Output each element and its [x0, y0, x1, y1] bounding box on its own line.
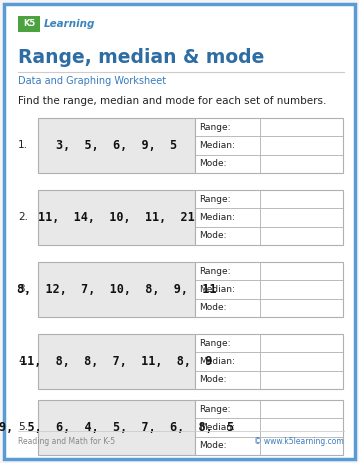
Text: Range:: Range: [199, 338, 230, 348]
Bar [38, 262, 195, 317]
Text: 9,  5,  6,  4,  5,  7,  6,  8,  5: 9, 5, 6, 4, 5, 7, 6, 8, 5 [0, 421, 234, 434]
Text: Mode:: Mode: [199, 159, 227, 169]
Text: Learning: Learning [44, 19, 95, 29]
Text: Range:: Range: [199, 405, 230, 413]
Text: Range:: Range: [199, 194, 230, 204]
Text: Mode:: Mode: [199, 375, 227, 384]
Bar [18, 16, 40, 32]
Bar [195, 262, 343, 317]
Bar [195, 334, 343, 389]
Text: Median:: Median: [199, 141, 235, 150]
Text: 11,  14,  10,  11,  21: 11, 14, 10, 11, 21 [38, 211, 195, 224]
Bar [195, 400, 343, 455]
Text: Median:: Median: [199, 357, 235, 366]
Text: Data and Graphing Worksheet: Data and Graphing Worksheet [18, 76, 166, 86]
Text: Find the range, median and mode for each set of numbers.: Find the range, median and mode for each… [18, 96, 326, 106]
Text: Range, median & mode: Range, median & mode [18, 48, 264, 67]
Text: 8,  12,  7,  10,  8,  9,  11: 8, 12, 7, 10, 8, 9, 11 [17, 283, 216, 296]
Text: Median:: Median: [199, 423, 235, 432]
Text: Mode:: Mode: [199, 441, 227, 450]
Bar [38, 190, 195, 245]
Text: 1.: 1. [18, 140, 28, 150]
Text: 11,  8,  8,  7,  11,  8,  9: 11, 8, 8, 7, 11, 8, 9 [20, 355, 213, 368]
Text: Median:: Median: [199, 285, 235, 294]
Text: Median:: Median: [199, 213, 235, 222]
Bar [195, 190, 343, 245]
Bar [38, 400, 195, 455]
Text: 2.: 2. [18, 213, 28, 223]
Text: 4.: 4. [18, 357, 28, 367]
Text: © www.k5learning.com: © www.k5learning.com [254, 437, 344, 445]
Bar [38, 118, 195, 173]
Text: 3,  5,  6,  9,  5: 3, 5, 6, 9, 5 [56, 139, 177, 152]
Text: Range:: Range: [199, 123, 230, 131]
Text: Range:: Range: [199, 267, 230, 275]
Text: 5.: 5. [18, 423, 28, 432]
Text: Mode:: Mode: [199, 232, 227, 240]
Text: Reading and Math for K-5: Reading and Math for K-5 [18, 437, 115, 445]
Text: 3.: 3. [18, 284, 28, 294]
Text: K5: K5 [23, 19, 35, 29]
Bar [38, 334, 195, 389]
Text: Mode:: Mode: [199, 303, 227, 313]
Bar [195, 118, 343, 173]
